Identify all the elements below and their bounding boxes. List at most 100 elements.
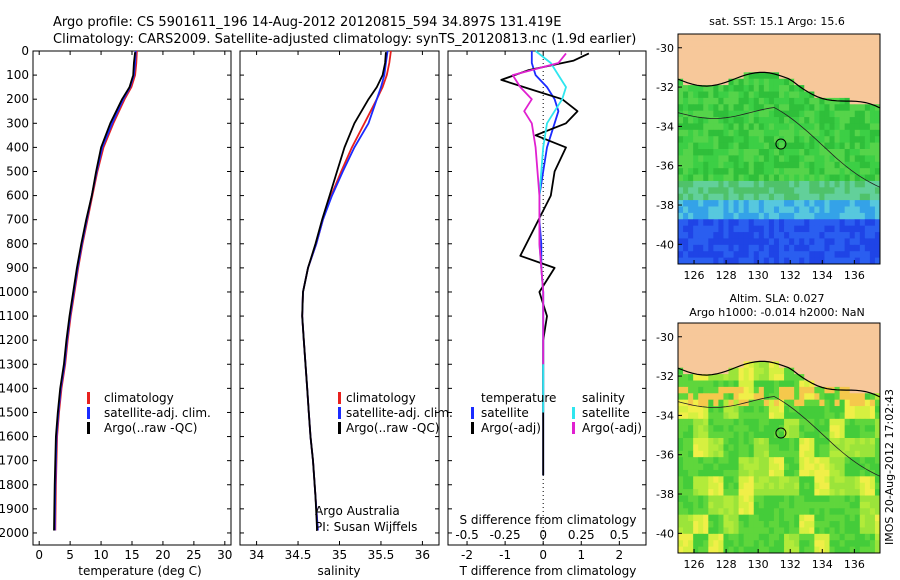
map-cell [829,129,835,137]
map-cell [829,187,835,195]
map-cell [844,34,851,41]
map-cell [713,533,719,541]
map-cell [768,540,775,548]
map-cell [748,393,755,401]
map-cell [849,225,856,233]
map-cell [839,219,846,227]
map-cell [718,533,724,541]
map-cell [688,110,694,118]
map-cell [794,450,800,458]
map-cell [718,514,724,522]
map-cell [733,155,739,163]
map-cell [753,136,760,144]
map-cell [779,212,785,220]
map-cell [763,206,770,214]
map-cell [779,495,785,503]
map-cell [698,40,704,48]
map-cell [713,244,719,252]
map-cell [839,136,846,144]
map-cell [784,367,790,375]
map-cell [844,540,851,548]
map-cell [864,348,871,356]
map-cell [723,393,729,401]
map-cell [723,335,729,343]
map-cell [763,168,770,175]
map-cell [683,418,689,426]
map-cell [869,193,876,201]
map-cell [814,59,820,67]
map-cell [688,431,694,439]
map-cell [849,450,856,458]
map-cell [688,323,694,330]
map-cell [869,342,876,349]
map-cell [814,65,820,73]
map-cell [753,476,760,484]
map-cell [819,193,825,201]
map-cell [718,161,724,169]
map-cell [784,59,790,67]
map-cell [763,393,770,401]
map-cell [844,206,851,214]
map-cell [874,117,881,124]
map-cell [834,193,840,201]
map-cell [814,380,820,388]
map-cell [723,117,729,124]
map-cell [708,521,714,528]
map-cell [844,469,851,477]
map-cell [678,527,684,535]
map-cell [693,342,699,349]
map-cell [748,323,755,330]
map-cell [849,117,856,124]
map-cell [784,110,790,118]
map-cell [849,546,856,554]
map-cell [713,527,719,535]
map-cell [824,540,830,548]
map-cell [819,168,825,175]
map-cell [698,501,704,509]
map-cell [708,34,714,41]
map-cell [773,219,780,227]
map-cell [753,174,760,182]
map-cell [874,40,881,48]
map-cell [683,361,689,369]
map-cell [859,482,866,490]
map-cell [678,232,684,239]
map-cell [834,489,840,496]
map-cell [844,354,851,362]
map-cell [703,72,709,80]
map-cell [854,399,861,407]
map-cell [713,374,719,381]
map-cell [763,521,770,528]
map-cell [844,546,851,554]
map-cell [758,59,765,67]
map-cell [698,546,704,554]
map-cell [753,354,760,362]
map-cell [844,91,851,99]
map-cell [819,72,825,80]
map-cell [718,323,724,330]
map-cell [809,110,815,118]
map-cell [708,412,714,420]
map-cell [784,514,790,522]
map-cell [779,450,785,458]
map-cell [683,406,689,413]
map-cell [789,476,795,484]
map-cell [748,65,755,73]
map-cell [738,393,745,401]
map-cell [834,329,840,337]
map-cell [864,46,871,54]
map-cell [849,380,856,388]
map-cell [839,251,846,259]
map-cell [839,257,846,265]
map-cell [834,418,840,426]
map-cell [748,469,755,477]
map-cell [864,335,871,343]
side-label: IMOS 20-Aug-2012 17:02:43 [883,389,896,545]
map-cell [728,444,734,452]
map-cell [743,85,750,92]
map-cell [773,161,780,169]
map-cell [849,193,856,201]
map-cell [854,212,861,220]
map-cell [789,136,795,144]
map-cell [683,527,689,535]
